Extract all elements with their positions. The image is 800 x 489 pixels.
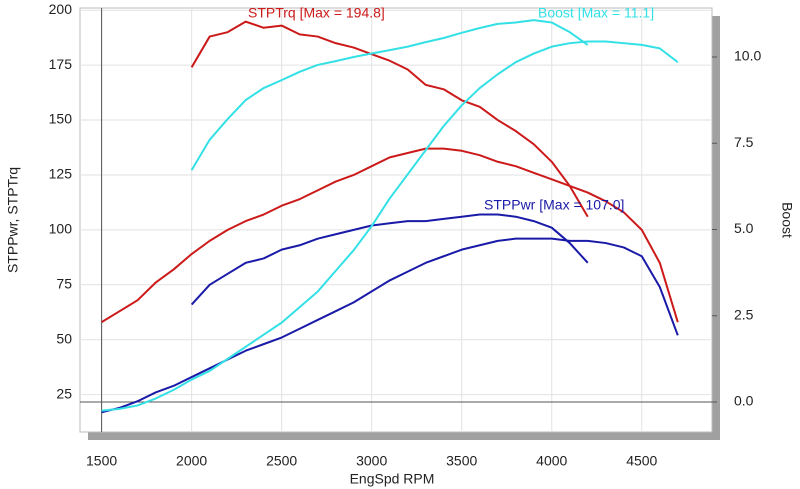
- x-tick-label: 2500: [266, 453, 297, 469]
- y-tick-label: 100: [49, 221, 73, 237]
- series-label: STPPwr [Max = 107.0]: [484, 197, 624, 213]
- y-tick-label: 200: [49, 1, 73, 17]
- y-axis-label: STPPwr, STPTrq: [5, 167, 21, 273]
- y2-tick-label: 5.0: [734, 220, 754, 236]
- y-tick-label: 75: [56, 276, 72, 292]
- x-tick-label: 1500: [86, 453, 117, 469]
- x-tick-label: 3000: [356, 453, 387, 469]
- x-tick-label: 3500: [446, 453, 477, 469]
- y-tick-label: 125: [49, 166, 73, 182]
- y-tick-label: 175: [49, 56, 73, 72]
- y2-tick-label: 2.5: [734, 306, 754, 322]
- y2-tick-label: 0.0: [734, 393, 754, 409]
- series-line: [101, 147, 679, 324]
- x-axis-label: EngSpd RPM: [350, 471, 435, 487]
- x-tick-label: 4500: [626, 453, 657, 469]
- series-line: [101, 40, 679, 412]
- series-label: Boost [Max = 11.1]: [538, 5, 654, 21]
- x-tick-label: 2000: [176, 453, 207, 469]
- y-tick-label: 150: [49, 111, 73, 127]
- y-tick-label: 25: [56, 385, 72, 401]
- series-line: [190, 213, 589, 306]
- series-line: [190, 20, 589, 218]
- series-line: [190, 19, 589, 171]
- y2-axis-label: Boost: [779, 202, 795, 238]
- x-tick-label: 4000: [536, 453, 567, 469]
- series-label: STPTrq [Max = 194.8]: [248, 5, 385, 21]
- y-tick-label: 50: [56, 330, 72, 346]
- y2-tick-label: 10.0: [734, 48, 761, 64]
- series-line: [101, 237, 679, 414]
- y2-tick-label: 7.5: [734, 134, 754, 150]
- plot-area: [79, 7, 713, 433]
